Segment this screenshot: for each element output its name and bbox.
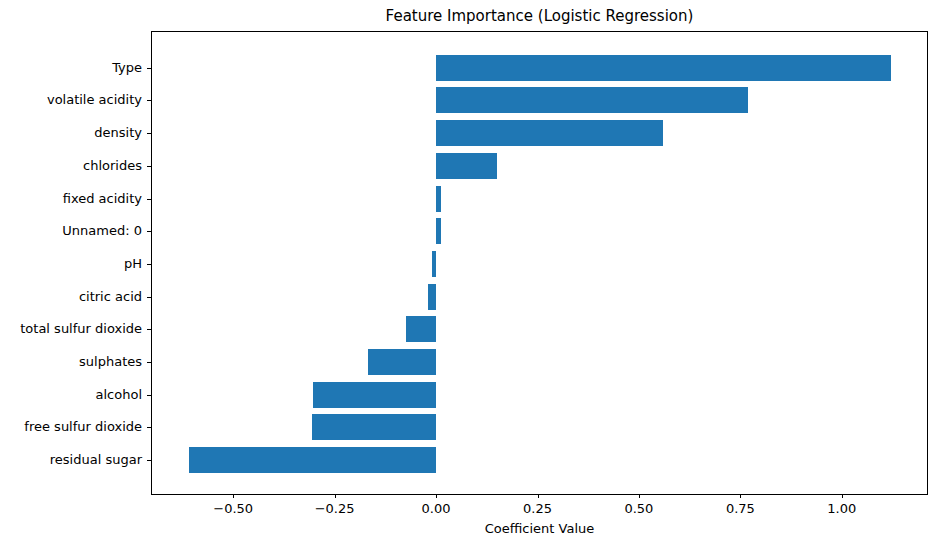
y-tick-mark [147, 460, 151, 461]
y-tick-label-type: Type [0, 60, 142, 76]
bar-density [436, 120, 663, 146]
y-tick-mark [147, 68, 151, 69]
y-tick-mark [147, 362, 151, 363]
x-tick-label-2: 0.00 [396, 501, 476, 517]
y-tick-mark [147, 395, 151, 396]
y-tick-label-chlorides: chlorides [0, 158, 142, 174]
bar-total-sulfur-dioxide [406, 316, 436, 342]
x-tick-label-0: −0.50 [193, 501, 273, 517]
x-axis-label: Coefficient Value [151, 521, 928, 537]
x-tick-label-3: 0.25 [498, 501, 578, 517]
bar-ph [432, 251, 437, 277]
chart-title: Feature Importance (Logistic Regression) [151, 6, 928, 26]
x-tick-label-6: 1.00 [802, 501, 882, 517]
x-tick-mark [233, 494, 234, 498]
bar-type [436, 55, 891, 81]
y-tick-mark [147, 133, 151, 134]
y-tick-mark [147, 231, 151, 232]
y-tick-label-residual-sugar: residual sugar [0, 452, 142, 468]
y-tick-label-free-sulfur-dioxide: free sulfur dioxide [0, 419, 142, 435]
x-tick-mark [436, 494, 437, 498]
x-tick-mark [842, 494, 843, 498]
y-tick-mark [147, 199, 151, 200]
x-tick-mark [538, 494, 539, 498]
bar-residual-sugar [189, 447, 436, 473]
bar-unnamed-0 [436, 218, 441, 244]
y-tick-label-density: density [0, 125, 142, 141]
bar-citric-acid [428, 284, 436, 310]
bar-fixed-acidity [436, 186, 441, 212]
bar-volatile-acidity [436, 87, 748, 113]
bar-alcohol [313, 382, 436, 408]
bar-chlorides [436, 153, 497, 179]
plot-area [151, 31, 928, 495]
bar-sulphates [368, 349, 436, 375]
y-tick-label-unnamed-0: Unnamed: 0 [0, 223, 142, 239]
x-tick-mark [740, 494, 741, 498]
y-tick-label-sulphates: sulphates [0, 354, 142, 370]
figure: Feature Importance (Logistic Regression)… [0, 0, 935, 547]
y-tick-label-volatile-acidity: volatile acidity [0, 92, 142, 108]
bar-free-sulfur-dioxide [312, 414, 436, 440]
y-tick-label-total-sulfur-dioxide: total sulfur dioxide [0, 321, 142, 337]
y-tick-mark [147, 264, 151, 265]
y-tick-mark [147, 297, 151, 298]
y-tick-mark [147, 329, 151, 330]
y-tick-mark [147, 166, 151, 167]
y-tick-label-ph: pH [0, 256, 142, 272]
x-tick-mark [335, 494, 336, 498]
y-tick-label-alcohol: alcohol [0, 387, 142, 403]
y-tick-label-citric-acid: citric acid [0, 289, 142, 305]
x-tick-label-1: −0.25 [295, 501, 375, 517]
y-tick-mark [147, 100, 151, 101]
y-tick-label-fixed-acidity: fixed acidity [0, 191, 142, 207]
y-tick-mark [147, 427, 151, 428]
x-tick-label-5: 0.75 [700, 501, 780, 517]
x-tick-label-4: 0.50 [599, 501, 679, 517]
x-tick-mark [639, 494, 640, 498]
